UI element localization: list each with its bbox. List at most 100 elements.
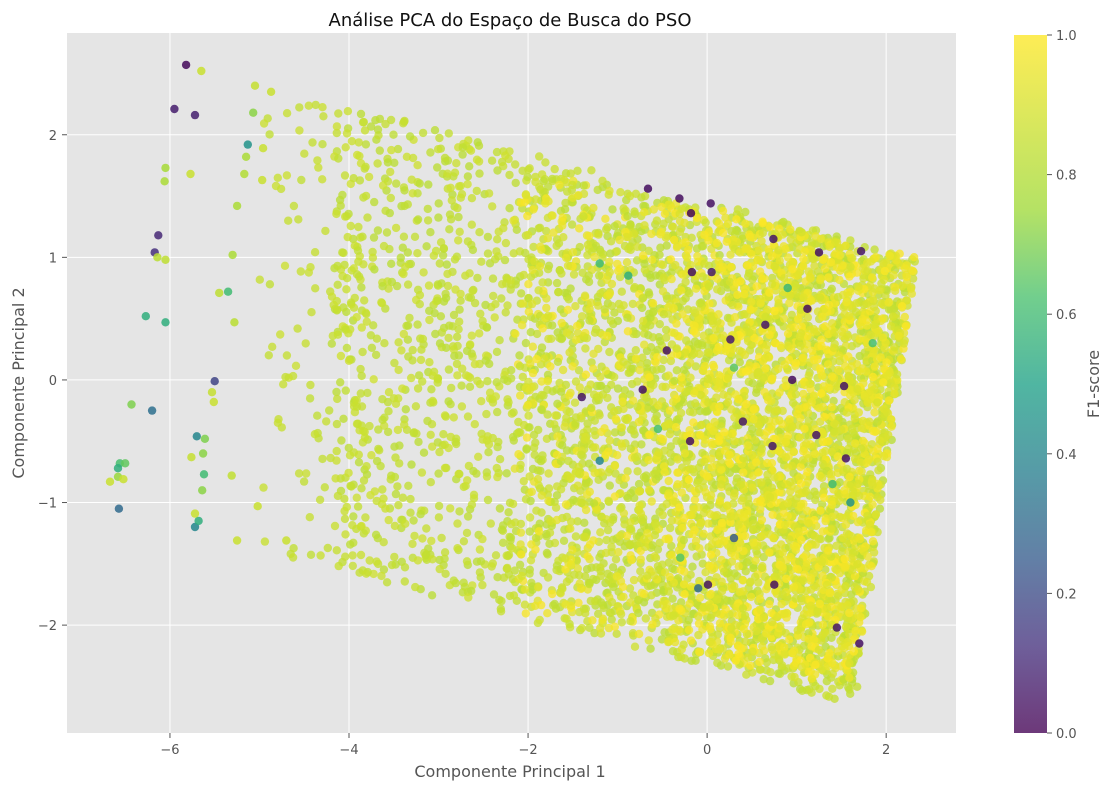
scatter-point xyxy=(712,393,721,402)
scatter-point xyxy=(548,321,557,330)
scatter-point xyxy=(582,334,591,343)
scatter-point xyxy=(630,493,639,503)
scatter-point xyxy=(649,397,658,407)
scatter-point xyxy=(601,548,611,558)
scatter-point xyxy=(573,166,582,175)
scatter-point xyxy=(590,416,599,425)
scatter-point xyxy=(455,227,464,236)
scatter-point xyxy=(453,519,462,528)
scatter-point xyxy=(400,201,409,211)
scatter-point xyxy=(447,196,456,205)
scatter-point xyxy=(452,332,462,342)
scatter-point xyxy=(757,532,766,541)
scatter-point xyxy=(550,164,559,174)
scatter-point xyxy=(430,126,440,135)
scatter-point xyxy=(588,616,597,625)
scatter-point xyxy=(458,143,467,152)
scatter-point xyxy=(830,328,839,337)
scatter-point xyxy=(548,211,557,220)
scatter-point xyxy=(880,266,889,276)
scatter-point xyxy=(401,262,410,272)
scatter-point xyxy=(507,519,516,529)
scatter-point xyxy=(810,532,820,541)
scatter-point xyxy=(493,166,502,175)
scatter-point xyxy=(519,270,528,280)
scatter-point xyxy=(516,528,526,537)
scatter-point xyxy=(561,198,570,208)
scatter-point xyxy=(551,503,561,512)
scatter-point xyxy=(723,398,733,407)
scatter-point xyxy=(542,548,552,558)
scatter-point xyxy=(543,410,552,419)
scatter-point xyxy=(633,242,642,251)
scatter-point xyxy=(726,574,735,583)
scatter-point xyxy=(440,463,450,473)
scatter-point xyxy=(633,402,642,411)
scatter-point xyxy=(664,200,673,209)
scatter-point xyxy=(465,269,474,278)
scatter-point xyxy=(370,197,379,207)
scatter-point xyxy=(680,449,690,458)
scatter-point xyxy=(634,506,644,515)
scatter-point xyxy=(378,282,387,291)
scatter-point xyxy=(845,673,854,682)
scatter-point xyxy=(327,339,336,348)
scatter-point xyxy=(407,460,416,469)
scatter-point xyxy=(789,468,798,478)
scatter-point xyxy=(908,274,918,283)
scatter-point xyxy=(531,177,540,187)
scatter-point xyxy=(468,245,478,255)
scatter-point xyxy=(624,244,633,254)
scatter-point xyxy=(789,447,798,456)
scatter-point xyxy=(493,442,502,452)
scatter-point xyxy=(589,203,598,213)
scatter-point xyxy=(590,628,599,638)
scatter-point xyxy=(741,637,750,646)
scatter-point xyxy=(739,406,749,415)
scatter-point xyxy=(425,358,434,367)
scatter-point xyxy=(332,122,342,131)
scatter-point xyxy=(455,305,464,314)
scatter-point xyxy=(634,608,643,618)
scatter-point xyxy=(626,551,635,560)
scatter-point xyxy=(514,450,523,459)
scatter-point xyxy=(884,396,894,405)
scatter-point xyxy=(625,584,635,593)
scatter-point xyxy=(664,558,673,567)
scatter-point xyxy=(404,481,413,490)
scatter-point xyxy=(776,622,785,631)
scatter-point xyxy=(765,330,774,340)
scatter-point xyxy=(403,280,413,289)
scatter-point xyxy=(435,564,444,574)
scatter-point xyxy=(618,442,627,451)
scatter-point xyxy=(652,466,661,475)
scatter-point xyxy=(510,464,519,473)
scatter-point xyxy=(591,443,600,452)
scatter-point xyxy=(453,341,462,351)
scatter-point xyxy=(612,629,621,638)
scatter-point xyxy=(431,329,440,339)
scatter-point xyxy=(472,186,481,196)
scatter-point xyxy=(517,571,526,581)
scatter-point xyxy=(478,580,487,590)
scatter-point xyxy=(456,181,465,191)
scatter-point xyxy=(378,395,387,404)
scatter-point xyxy=(366,122,376,131)
scatter-point xyxy=(731,390,740,399)
scatter-point xyxy=(499,573,509,582)
scatter-point xyxy=(393,144,403,154)
scatter-point xyxy=(765,548,774,557)
scatter-point xyxy=(667,541,676,551)
scatter-point xyxy=(561,500,571,509)
scatter-point xyxy=(610,428,620,437)
scatter-point xyxy=(850,395,859,405)
scatter-point xyxy=(390,442,399,451)
scatter-point xyxy=(616,609,626,619)
scatter-point xyxy=(575,579,584,588)
scatter-point xyxy=(433,145,443,154)
scatter-point xyxy=(628,629,638,638)
scatter-point xyxy=(760,572,770,581)
scatter-point xyxy=(693,339,703,349)
scatter-point xyxy=(676,652,686,662)
scatter-point xyxy=(579,212,588,221)
